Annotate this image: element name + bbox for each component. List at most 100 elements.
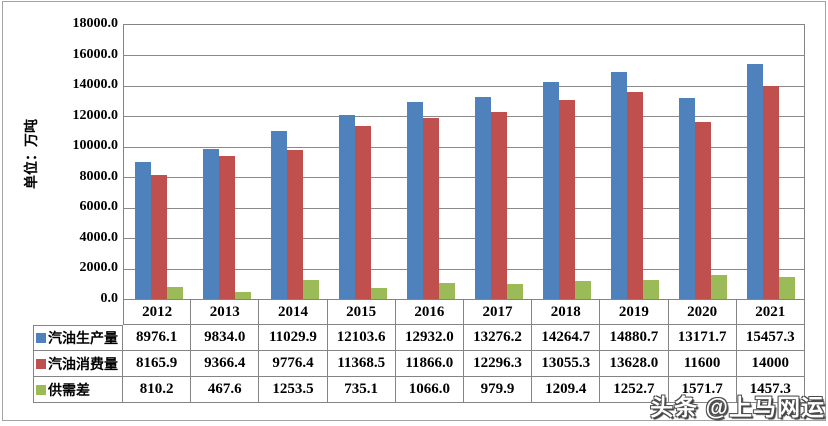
bar-供需差-2018 xyxy=(575,281,591,299)
year-header-cell: 2013 xyxy=(191,300,260,325)
series-name-label: 汽油消费量 xyxy=(48,357,118,373)
series-name-label: 供需差 xyxy=(48,383,90,399)
y-axis-tick-label: 12000.0 xyxy=(72,107,119,123)
value-cell: 13628.0 xyxy=(600,351,669,377)
bar-供需差-2021 xyxy=(779,277,795,299)
y-axis-tick-label: 16000.0 xyxy=(72,46,119,62)
bar-汽油消费量-2019 xyxy=(627,92,643,299)
value-cell: 12296.3 xyxy=(463,351,533,377)
gridline xyxy=(124,208,804,209)
value-cell: 13276.2 xyxy=(463,325,533,351)
value-cell: 1066.0 xyxy=(395,377,464,403)
value-cell: 12103.6 xyxy=(327,325,396,351)
gridline xyxy=(124,238,804,239)
gridline xyxy=(124,177,804,178)
plot-area xyxy=(123,24,805,300)
bar-供需差-2020 xyxy=(711,275,727,299)
data-table: 2012 2013 2014 2015 2016 2017 2018 2019 2020 2021… xyxy=(33,300,805,403)
gridline xyxy=(124,147,804,148)
year-header-cell: 2017 xyxy=(463,300,533,325)
value-cell: 9834.0 xyxy=(191,325,260,351)
table-corner-cell xyxy=(33,300,123,325)
bar-供需差-2015 xyxy=(371,288,387,299)
value-cell: 12932.0 xyxy=(395,325,464,351)
bar-汽油消费量-2021 xyxy=(763,86,779,299)
y-axis-tick-label: 14000.0 xyxy=(72,77,119,93)
year-header-cell: 2019 xyxy=(600,300,669,325)
bar-供需差-2017 xyxy=(507,284,523,299)
bar-汽油生产量-2021 xyxy=(747,64,763,299)
y-axis-tick-label: 0.0 xyxy=(100,291,119,306)
bar-汽油生产量-2016 xyxy=(407,102,423,299)
year-header-cell: 2015 xyxy=(327,300,396,325)
bar-汽油生产量-2012 xyxy=(135,162,151,299)
bar-供需差-2016 xyxy=(439,283,455,299)
legend-key-square xyxy=(36,333,46,343)
value-cell: 11866.0 xyxy=(395,351,464,377)
value-cell: 11600 xyxy=(668,351,737,377)
bar-汽油生产量-2019 xyxy=(611,72,627,299)
gridline xyxy=(124,116,804,117)
bar-汽油消费量-2012 xyxy=(151,175,167,299)
value-cell: 9366.4 xyxy=(191,351,260,377)
series-name-label: 汽油生产量 xyxy=(48,332,118,347)
bar-汽油生产量-2013 xyxy=(203,149,219,299)
year-header-cell: 2020 xyxy=(668,300,737,325)
bar-汽油生产量-2018 xyxy=(543,82,559,299)
bar-汽油生产量-2020 xyxy=(679,98,695,299)
value-cell: 8976.1 xyxy=(123,325,192,351)
bar-汽油消费量-2018 xyxy=(559,100,575,299)
bar-供需差-2014 xyxy=(303,280,319,299)
series-label-cell: 供需差 xyxy=(33,377,123,403)
bar-汽油消费量-2017 xyxy=(491,112,507,299)
value-cell: 11029.9 xyxy=(259,325,328,351)
y-axis-tick-label: 2000.0 xyxy=(79,260,119,276)
value-cell: 14880.7 xyxy=(600,325,669,351)
bar-汽油消费量-2020 xyxy=(695,122,711,299)
bar-汽油生产量-2014 xyxy=(271,131,287,299)
legend-key-square xyxy=(36,384,46,395)
value-cell: 467.6 xyxy=(191,377,260,403)
value-cell: 810.2 xyxy=(123,377,192,403)
year-header-cell: 2016 xyxy=(395,300,464,325)
bar-汽油消费量-2016 xyxy=(423,118,439,299)
value-cell: 15457.3 xyxy=(736,325,805,351)
value-cell: 1252.7 xyxy=(600,377,669,403)
series-label-cell: 汽油消费量 xyxy=(33,351,123,377)
value-cell: 11368.5 xyxy=(327,351,396,377)
bar-供需差-2012 xyxy=(167,287,183,299)
value-cell: 9776.4 xyxy=(259,351,328,377)
gridline xyxy=(124,55,804,56)
gridline xyxy=(124,269,804,270)
value-cell: 1209.4 xyxy=(532,377,601,403)
value-cell: 735.1 xyxy=(327,377,396,403)
bar-汽油消费量-2015 xyxy=(355,126,371,299)
value-cell: 1457.3 xyxy=(736,377,805,403)
year-header-cell: 2021 xyxy=(736,300,805,325)
value-cell: 14000 xyxy=(736,351,805,377)
bar-汽油消费量-2013 xyxy=(219,156,235,299)
value-cell: 14264.7 xyxy=(532,325,601,351)
year-header-cell: 2018 xyxy=(532,300,601,325)
y-axis-tick-label: 4000.0 xyxy=(79,229,119,245)
bar-供需差-2019 xyxy=(643,280,659,299)
value-cell: 1253.5 xyxy=(259,377,328,403)
y-axis-tick-label: 18000.0 xyxy=(72,16,119,31)
value-cell: 979.9 xyxy=(463,377,533,403)
y-axis-tick-label: 10000.0 xyxy=(72,138,119,154)
bar-汽油消费量-2014 xyxy=(287,150,303,299)
value-cell: 13055.3 xyxy=(532,351,601,377)
bar-汽油生产量-2015 xyxy=(339,115,355,299)
series-label-cell: 汽油生产量 xyxy=(33,325,123,351)
bar-汽油生产量-2017 xyxy=(475,97,491,299)
value-cell: 1571.7 xyxy=(668,377,737,403)
legend-key-square xyxy=(36,358,46,369)
y-axis-tick-label: 8000.0 xyxy=(79,168,119,184)
bar-供需差-2013 xyxy=(235,292,251,299)
gridline xyxy=(124,86,804,87)
year-header-cell: 2012 xyxy=(123,300,192,325)
year-header-cell: 2014 xyxy=(259,300,328,325)
y-axis-tick-label: 6000.0 xyxy=(79,199,119,215)
value-cell: 13171.7 xyxy=(668,325,737,351)
